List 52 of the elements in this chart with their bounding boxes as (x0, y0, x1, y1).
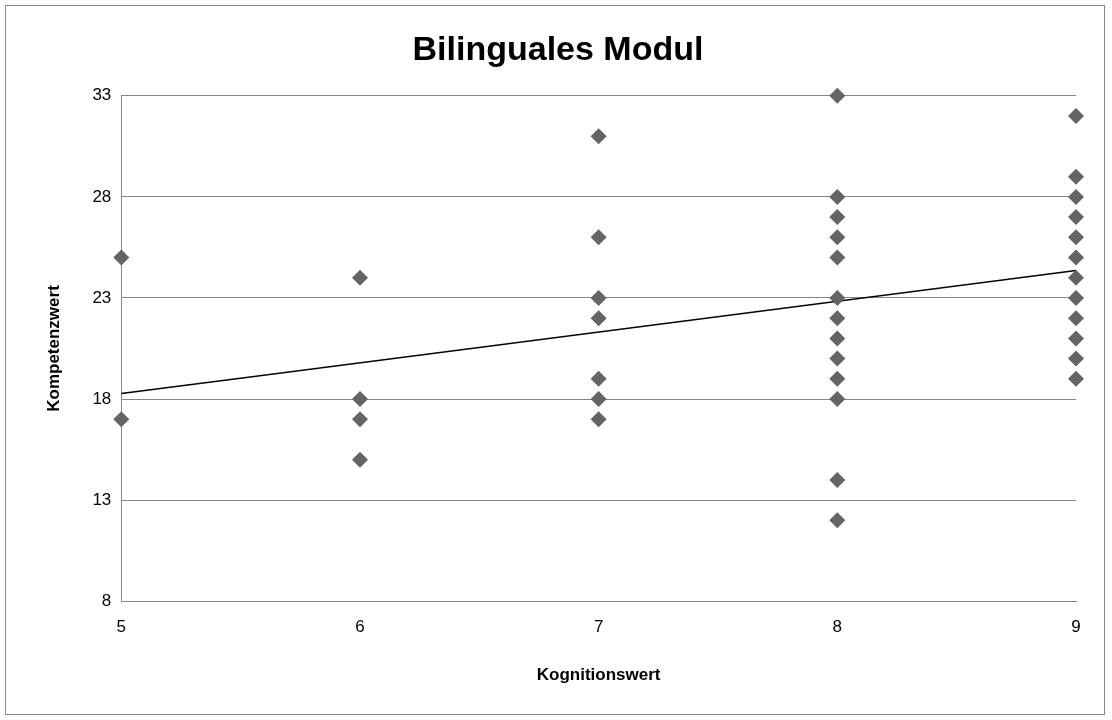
point (829, 391, 846, 408)
y-tick-label: 8 (101, 590, 112, 610)
point (1068, 330, 1084, 347)
x-tick-label: 5 (116, 617, 127, 637)
point (1068, 269, 1084, 286)
point (829, 512, 846, 529)
point (1068, 108, 1084, 125)
y-tick-label: 13 (92, 489, 112, 509)
point (590, 289, 607, 306)
point (351, 411, 368, 428)
point (113, 411, 130, 428)
point (829, 209, 846, 226)
point (1068, 249, 1084, 266)
point (590, 310, 607, 327)
point (590, 128, 607, 145)
y-tick-label: 18 (92, 388, 112, 408)
point (351, 391, 368, 408)
point (1068, 310, 1084, 327)
point (829, 249, 846, 266)
y-tick-label: 23 (92, 287, 112, 307)
point (1068, 168, 1084, 185)
point (829, 188, 846, 205)
point (829, 289, 846, 306)
point (829, 471, 846, 488)
point (590, 391, 607, 408)
x-tick-label: 8 (832, 617, 843, 637)
y-tick-label: 28 (92, 186, 112, 206)
point (351, 451, 368, 468)
point (1068, 229, 1084, 246)
point (829, 229, 846, 246)
point (1068, 370, 1084, 387)
chart-title: Bilinguales Modul (412, 28, 704, 67)
point (590, 370, 607, 387)
point (1068, 289, 1084, 306)
point (829, 330, 846, 347)
point (829, 87, 846, 104)
x-tick-label: 7 (593, 617, 604, 637)
y-tick-label: 33 (92, 85, 112, 105)
point (1068, 209, 1084, 226)
point (590, 229, 607, 246)
y-axis-title: Kompetenzwert (43, 284, 63, 412)
x-tick-label: 9 (1071, 617, 1081, 637)
point (590, 411, 607, 428)
point (1068, 350, 1084, 367)
point (1068, 188, 1084, 205)
point (829, 350, 846, 367)
point (351, 269, 368, 286)
x-tick-label: 6 (355, 617, 365, 637)
point (113, 249, 130, 266)
point (829, 310, 846, 327)
point (829, 370, 846, 387)
x-axis-title: Kognitionswert (536, 665, 661, 685)
